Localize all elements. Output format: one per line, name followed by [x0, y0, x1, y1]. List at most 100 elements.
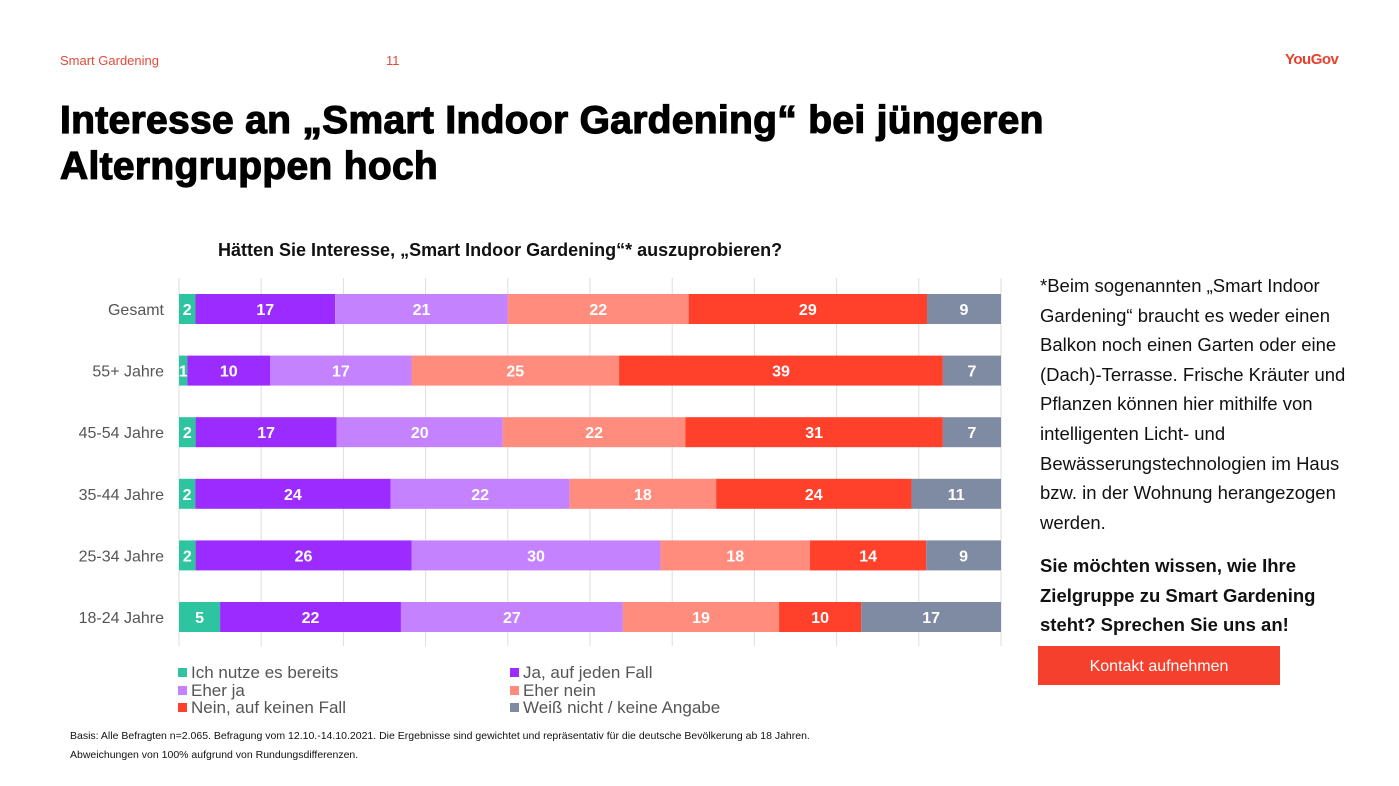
data-label: 2: [183, 548, 192, 565]
legend-label: Eher nein: [523, 680, 596, 700]
bar-segment: [179, 417, 196, 448]
legend-item: Ich nutze es bereits: [178, 664, 338, 682]
bar-segment: [688, 294, 928, 324]
bar-segment: [911, 478, 1001, 509]
legend-swatch: [510, 685, 519, 695]
bar-segment: [270, 355, 412, 386]
legend-label: Eher ja: [191, 680, 245, 700]
contact-button[interactable]: Kontakt aufnehmen: [1038, 646, 1280, 685]
bar-segment: [179, 355, 188, 386]
bar-segment: [179, 602, 221, 632]
yougov-logo: YouGov: [1285, 51, 1339, 68]
data-label: 11: [948, 487, 965, 504]
bar-segment: [335, 294, 508, 324]
bar-segment: [507, 294, 689, 324]
data-label: 26: [295, 548, 313, 565]
data-label: 24: [805, 487, 823, 504]
section-label: Smart Gardening: [60, 53, 159, 68]
legend-swatch: [510, 668, 519, 677]
data-label: 22: [589, 302, 607, 319]
data-label: 5: [195, 610, 204, 627]
page-number: 11: [386, 53, 400, 68]
bar-segment: [390, 478, 570, 509]
bar-segment: [502, 417, 686, 448]
bar-segment: [660, 540, 811, 571]
legend-label: Weiß nicht / keine Angabe: [523, 698, 721, 717]
category-label: Gesamt: [108, 302, 165, 319]
bar-segment: [336, 417, 503, 448]
data-label: 21: [413, 302, 431, 319]
bar-segment: [716, 478, 912, 509]
legend-swatch: [178, 685, 187, 695]
data-label: 39: [772, 364, 790, 381]
data-label: 2: [183, 425, 192, 442]
bar-segment: [622, 602, 780, 632]
legend-item: Eher ja: [178, 680, 245, 700]
data-label: 18: [726, 548, 744, 565]
page-title-line-2: Alterngruppen hoch: [59, 144, 439, 188]
data-label: 18: [634, 487, 652, 504]
bar-segment: [779, 602, 862, 632]
bar-segment: [810, 540, 927, 571]
stacked-bar-chart: Gesamt 2 17 21 22 29 955+ Jahre 1 10 17 25 39 745-54…: [79, 278, 1002, 646]
bar-segment: [195, 294, 336, 324]
bar-segment: [195, 417, 337, 448]
data-label: 9: [960, 302, 969, 319]
category-label: 45-54 Jahre: [79, 425, 164, 442]
bar-segment: [187, 355, 271, 386]
data-label: 25: [506, 364, 524, 381]
legend-swatch: [178, 703, 187, 712]
data-label: 10: [220, 364, 238, 381]
bar-segment: [411, 355, 620, 386]
bar-segment: [400, 602, 623, 632]
bar-segment: [942, 417, 1001, 448]
legend-swatch: [510, 703, 519, 712]
legend-item: Ja, auf jeden Fall: [510, 664, 652, 682]
bar-segment: [685, 417, 943, 448]
footnote-rounding: Abweichungen von 100% aufgrund von Rundu…: [70, 749, 359, 761]
data-label: 17: [257, 425, 275, 442]
data-label: 29: [799, 302, 817, 319]
data-label: 22: [302, 610, 320, 627]
bar-segment: [942, 355, 1001, 386]
data-label: 14: [859, 548, 877, 565]
bar-segment: [411, 540, 661, 571]
data-label: 24: [284, 487, 302, 504]
bar-segment: [927, 294, 1001, 324]
legend-label: Nein, auf keinen Fall: [191, 698, 346, 717]
data-label: 9: [959, 548, 968, 565]
data-label: 17: [332, 364, 350, 381]
data-label: 22: [585, 425, 603, 442]
bar-segment: [179, 478, 196, 509]
legend-label: Ich nutze es bereits: [191, 663, 339, 682]
bar-segment: [619, 355, 943, 386]
chart-title: Hätten Sie Interesse, „Smart Indoor Gard…: [218, 240, 783, 260]
bar-segment: [926, 540, 1001, 571]
data-label: 20: [411, 425, 429, 442]
bar-segment: [179, 540, 196, 571]
bar-segment: [179, 294, 196, 324]
data-label: 1: [179, 364, 188, 381]
bar-segment: [195, 478, 391, 509]
page-title: Interesse an „Smart Indoor Gardening“ be…: [59, 98, 1044, 190]
legend-swatch: [178, 668, 187, 677]
data-label: 31: [805, 425, 823, 442]
legend-item: Eher nein: [510, 680, 596, 700]
bar-segment: [220, 602, 401, 632]
data-label: 30: [527, 548, 545, 565]
data-label: 17: [922, 610, 940, 627]
bar-segment: [195, 540, 412, 571]
category-label: 18-24 Jahre: [79, 610, 164, 627]
data-label: 17: [256, 302, 274, 319]
legend-label: Ja, auf jeden Fall: [523, 663, 653, 682]
data-label: 19: [692, 610, 710, 627]
category-label: 35-44 Jahre: [79, 487, 164, 504]
legend-item: Weiß nicht / keine Angabe: [510, 699, 720, 717]
bar-segment: [861, 602, 1001, 632]
data-label: 10: [811, 610, 829, 627]
data-label: 27: [503, 610, 521, 627]
legend-item: Nein, auf keinen Fall: [178, 699, 346, 717]
category-label: 55+ Jahre: [92, 364, 164, 381]
page-title-line-1: Interesse an „Smart Indoor Gardening“ be…: [59, 98, 1044, 142]
cta-text: Sie möchten wissen, wie Ihre Zielgruppe …: [1040, 555, 1316, 636]
